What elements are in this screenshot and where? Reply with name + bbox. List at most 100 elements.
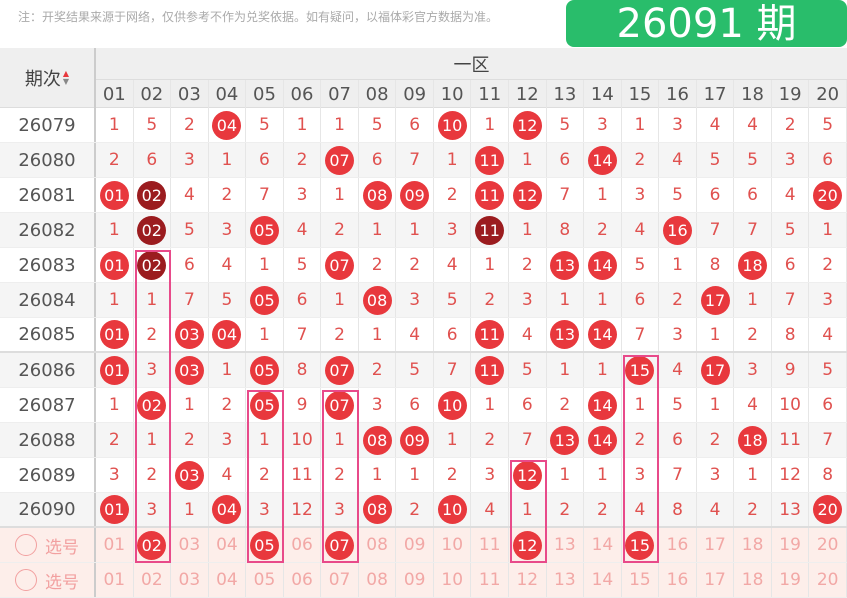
number-pick-16[interactable]: 16 (659, 528, 697, 562)
omission-cell: 2 (809, 248, 847, 282)
omission-cell: 5 (359, 108, 397, 142)
number-pick-13[interactable]: 13 (547, 528, 585, 562)
omission-cell: 4 (434, 248, 472, 282)
number-pick-20[interactable]: 20 (809, 563, 847, 597)
number-pick-04[interactable]: 04 (209, 528, 247, 562)
number-pick-12[interactable]: 12 (509, 563, 547, 597)
table-row: 26079 1 5 2 04 5 1 1 5 6 10 1 12 5 3 1 3 4 4 2 5 (0, 108, 847, 143)
omission-cell: 5 (809, 353, 847, 387)
drawn-number-ball: 14 (587, 145, 617, 175)
column-header-09: 09 (396, 80, 434, 108)
omission-cell: 3 (171, 143, 209, 177)
drawn-number-ball: 04 (212, 110, 242, 140)
select-row: 选号 01 02 03 04 05 06 07 08 09 10 11 12 13 14 15 16 17 18 19… (0, 563, 847, 598)
number-pick-05[interactable]: 05 (246, 528, 284, 562)
number-pick-08[interactable]: 08 (359, 563, 397, 597)
number-pick-18[interactable]: 18 (734, 563, 772, 597)
number-pick-12[interactable]: 12 (509, 528, 547, 562)
drawn-number-ball: 01 (99, 320, 129, 349)
hit-cell: 20 (809, 493, 847, 526)
number-pick-02[interactable]: 02 (134, 528, 172, 562)
omission-cell: 5 (547, 108, 585, 142)
omission-cell: 2 (284, 143, 322, 177)
number-pick-03[interactable]: 03 (171, 563, 209, 597)
radio-circle-icon[interactable] (15, 569, 37, 591)
number-pick-09[interactable]: 09 (396, 563, 434, 597)
omission-cell: 1 (96, 213, 134, 247)
number-pick-07[interactable]: 07 (321, 528, 359, 562)
drawn-number-ball: 02 (137, 215, 167, 245)
sort-icon[interactable]: ▲ ▼ (63, 70, 69, 86)
drawn-number-ball: 14 (587, 250, 617, 280)
selected-number-ball[interactable]: 02 (137, 530, 167, 560)
number-pick-13[interactable]: 13 (547, 563, 585, 597)
radio-circle-icon[interactable] (15, 534, 37, 556)
number-pick-19[interactable]: 19 (772, 563, 810, 597)
number-pick-14[interactable]: 14 (584, 563, 622, 597)
drawn-number-ball: 07 (325, 145, 355, 175)
number-pick-19[interactable]: 19 (772, 528, 810, 562)
omission-cell: 5 (734, 143, 772, 177)
omission-cell: 3 (284, 178, 322, 212)
number-pick-14[interactable]: 14 (584, 528, 622, 562)
number-pick-17[interactable]: 17 (697, 563, 735, 597)
omission-cell: 6 (396, 388, 434, 422)
omission-cell: 5 (134, 108, 172, 142)
select-button[interactable]: 选号 (15, 533, 79, 558)
omission-cell: 1 (547, 353, 585, 387)
number-pick-17[interactable]: 17 (697, 528, 735, 562)
number-pick-16[interactable]: 16 (659, 563, 697, 597)
number-pick-10[interactable]: 10 (434, 528, 472, 562)
number-pick-18[interactable]: 18 (734, 528, 772, 562)
omission-cell: 2 (434, 458, 472, 492)
hit-cell: 15 (622, 353, 660, 387)
selected-number-ball[interactable]: 07 (325, 530, 355, 560)
number-pick-10[interactable]: 10 (434, 563, 472, 597)
drawn-number-ball: 02 (137, 390, 167, 420)
selected-number-ball[interactable]: 12 (512, 530, 542, 560)
omission-cell: 1 (547, 458, 585, 492)
hit-cell: 04 (209, 108, 247, 142)
number-pick-02[interactable]: 02 (134, 563, 172, 597)
number-pick-09[interactable]: 09 (396, 528, 434, 562)
number-pick-20[interactable]: 20 (809, 528, 847, 562)
selected-number-ball[interactable]: 15 (625, 530, 655, 560)
omission-cell: 4 (697, 493, 735, 526)
column-header-08: 08 (359, 80, 397, 108)
period-sort-header[interactable]: 期次 ▲ ▼ (0, 48, 96, 108)
number-pick-06[interactable]: 06 (284, 528, 322, 562)
number-pick-03[interactable]: 03 (171, 528, 209, 562)
number-pick-05[interactable]: 05 (246, 563, 284, 597)
number-pick-15[interactable]: 15 (622, 528, 660, 562)
drawn-number-ball: 01 (99, 355, 129, 385)
period-label: 期次 (24, 69, 61, 90)
number-pick-01[interactable]: 01 (96, 528, 134, 562)
number-pick-01[interactable]: 01 (96, 563, 134, 597)
select-toggle[interactable]: 选号 (0, 528, 96, 562)
omission-cell: 5 (284, 248, 322, 282)
number-pick-04[interactable]: 04 (209, 563, 247, 597)
column-header-14: 14 (584, 80, 622, 108)
omission-cell: 2 (434, 178, 472, 212)
hit-cell: 14 (584, 318, 622, 351)
number-pick-07[interactable]: 07 (321, 563, 359, 597)
trend-table: 26079 1 5 2 04 5 1 1 5 6 10 1 12 5 3 1 3 4 4 2 5 26080 2 6 3 1 6 2 0… (0, 108, 847, 598)
number-pick-08[interactable]: 08 (359, 528, 397, 562)
selected-number-ball[interactable]: 05 (249, 530, 279, 560)
number-pick-06[interactable]: 06 (284, 563, 322, 597)
drawn-number-ball: 04 (212, 495, 242, 524)
select-toggle[interactable]: 选号 (0, 563, 96, 597)
drawn-number-ball: 11 (475, 355, 505, 385)
omission-cell: 7 (284, 318, 322, 351)
number-pick-15[interactable]: 15 (622, 563, 660, 597)
column-header-18: 18 (734, 80, 772, 108)
drawn-number-ball: 11 (475, 180, 505, 210)
number-pick-11[interactable]: 11 (471, 528, 510, 562)
omission-cell: 7 (246, 178, 284, 212)
omission-cell: 12 (772, 458, 810, 492)
select-button[interactable]: 选号 (15, 568, 79, 593)
table-row: 26080 2 6 3 1 6 2 07 6 7 1 11 1 6 14 2 4 5 5 3 6 (0, 143, 847, 178)
drawn-number-ball: 08 (362, 180, 392, 210)
number-pick-11[interactable]: 11 (471, 563, 510, 597)
omission-cell: 6 (359, 143, 397, 177)
